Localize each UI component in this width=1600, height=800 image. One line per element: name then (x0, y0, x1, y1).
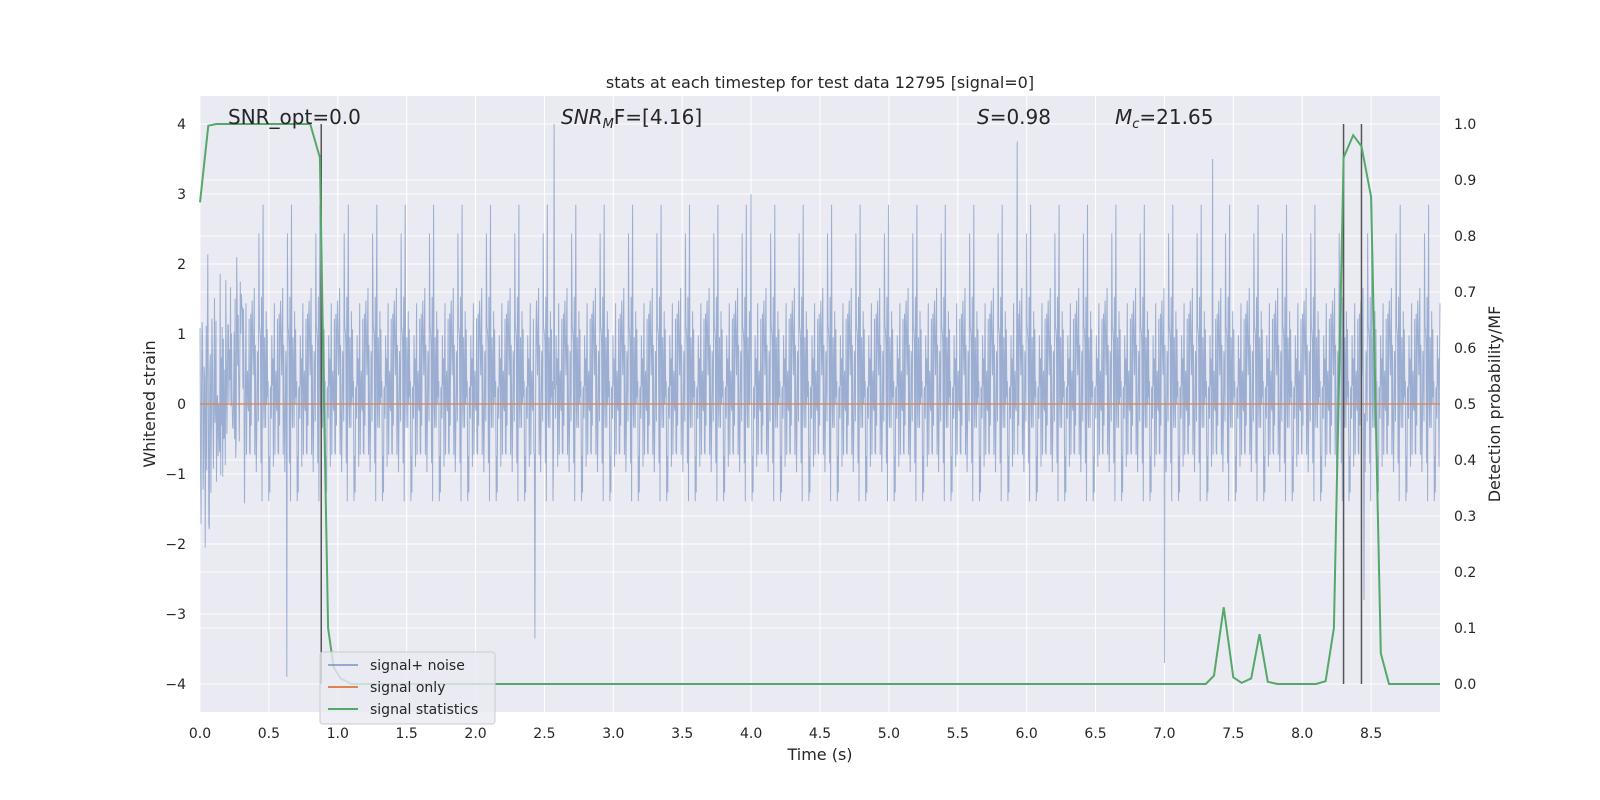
y2-axis-label: Detection probability/MF (1485, 306, 1504, 503)
annotation-s-symbol: S (977, 105, 990, 129)
x-tick-label: 7.0 (1153, 726, 1175, 742)
annotation-snr-mf-subscript: M (603, 117, 614, 132)
legend-box (319, 651, 496, 725)
y2-tick-label: 0.8 (1454, 229, 1476, 245)
y-tick-label: −2 (165, 537, 186, 553)
y-axis-label: Whitened strain (140, 340, 159, 467)
y-tick-label: 2 (177, 257, 186, 273)
x-tick-label: 5.5 (947, 726, 969, 742)
y2-ticks: 1.0 0.9 0.8 0.7 0.6 0.5 0.4 0.3 0.2 0.1 0.0 (1454, 117, 1476, 693)
annotation-mc-symbol: M (1115, 105, 1132, 129)
annotation-snr-opt: SNR_opt=0.0 (228, 105, 361, 129)
annotation-s: S=0.98 (977, 105, 1051, 129)
x-ticks: 0.0 0.5 1.0 1.5 2.0 2.5 3.0 3.5 4.0 4.5 5.0 5.5 6.0 6… (189, 726, 1382, 742)
y-tick-label: −4 (165, 677, 186, 693)
x-tick-label: 4.0 (740, 726, 762, 742)
chart-title: stats at each timestep for test data 127… (606, 73, 1034, 92)
y2-tick-label: 0.1 (1454, 621, 1476, 637)
annotation-mc: Mc=21.65 (1115, 105, 1213, 132)
signal-noise-line (199, 123, 1441, 678)
x-tick-label: 6.5 (1084, 726, 1106, 742)
x-tick-label: 1.5 (396, 726, 418, 742)
annotation-mc-value: =21.65 (1139, 105, 1213, 129)
x-tick-label: 2.0 (464, 726, 486, 742)
annotation-mc-subscript: c (1132, 117, 1139, 132)
legend-label-signal-noise: signal+ noise (370, 658, 465, 674)
x-tick-label: 6.0 (1016, 726, 1038, 742)
y-tick-label: 3 (177, 187, 186, 203)
y-tick-label: −1 (165, 467, 186, 483)
y-tick-label: 1 (177, 327, 186, 343)
y2-tick-label: 1.0 (1454, 117, 1476, 133)
y-tick-label: 0 (177, 397, 186, 413)
y-tick-label: −3 (165, 607, 186, 623)
x-tick-label: 2.5 (533, 726, 555, 742)
annotation-snr-mf: SNRMF=[4.16] (561, 105, 702, 132)
x-tick-label: 8.0 (1291, 726, 1313, 742)
y2-tick-label: 0.0 (1454, 677, 1476, 693)
legend-label-signal-statistics: signal statistics (370, 702, 478, 718)
y2-tick-label: 0.3 (1454, 509, 1476, 525)
x-tick-label: 0.5 (258, 726, 280, 742)
x-tick-label: 0.0 (189, 726, 211, 742)
y2-tick-label: 0.9 (1454, 173, 1476, 189)
annotation-snr-mf-symbol: SNR (561, 105, 603, 129)
x-axis-label: Time (s) (786, 745, 852, 764)
y2-tick-label: 0.2 (1454, 565, 1476, 581)
y2-tick-label: 0.4 (1454, 453, 1476, 469)
y2-tick-label: 0.5 (1454, 397, 1476, 413)
y2-tick-label: 0.7 (1454, 285, 1476, 301)
legend: signal+ noise signal only signal statist… (319, 651, 496, 725)
y2-tick-label: 0.6 (1454, 341, 1476, 357)
signal-statistics-line (199, 123, 1440, 685)
legend-label-signal-only: signal only (370, 680, 445, 696)
x-tick-label: 4.5 (809, 726, 831, 742)
y-tick-label: 4 (177, 117, 186, 133)
noise-series (199, 123, 1441, 678)
annotation-s-value: =0.98 (990, 105, 1051, 129)
x-tick-label: 5.0 (878, 726, 900, 742)
x-tick-label: 3.5 (671, 726, 693, 742)
annotation-snr-mf-value: F=[4.16] (614, 105, 702, 129)
y-ticks: 4 3 2 1 0 −1 −2 −3 −4 (165, 117, 186, 693)
x-tick-label: 3.0 (602, 726, 624, 742)
x-tick-label: 1.0 (327, 726, 349, 742)
x-tick-label: 7.5 (1222, 726, 1244, 742)
x-tick-label: 8.5 (1360, 726, 1382, 742)
